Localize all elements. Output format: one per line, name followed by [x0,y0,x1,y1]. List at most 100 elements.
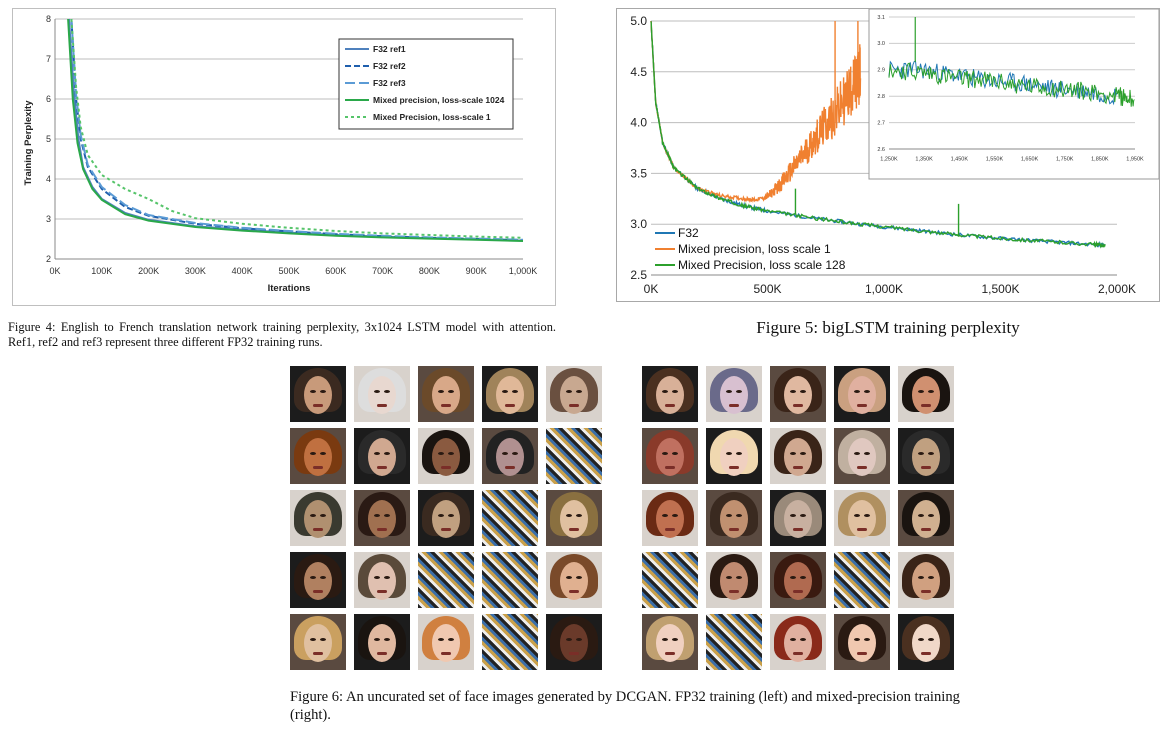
fp32-face-image [482,428,538,484]
fp32-face-image [290,428,346,484]
x-tick-label: 1,350K [915,157,933,163]
x-tick-label: 800K [419,266,440,276]
fp32-face-image [290,366,346,422]
x-tick-label: 0K [644,282,659,296]
mixed-precision-face-image [642,490,698,546]
x-tick-label: 1,850K [1091,157,1109,163]
figure-5-caption: Figure 5: bigLSTM training perplexity [756,318,1020,337]
y-tick-label: 4.5 [630,65,647,79]
legend-label: F32 ref3 [373,78,406,88]
mixed-precision-face-image [834,552,890,608]
x-tick-label: 300K [185,266,206,276]
fp32-face-image [482,490,538,546]
mixed-precision-face-image [770,428,826,484]
mixed-precision-face-image [642,552,698,608]
y-tick-label: 7 [46,54,51,64]
figure-5-chart: 2.5 3.0 3.5 4.0 4.5 5.0 0K 500K 1,000K 1,500K 2,00… [616,8,1160,302]
y-tick-label: 2.9 [877,68,885,74]
y-tick-label: 8 [46,14,51,24]
x-tick-label: 200K [138,266,159,276]
y-tick-label: 2.6 [877,147,885,153]
fp32-face-image [418,366,474,422]
x-tick-label: 100K [91,266,112,276]
mixed-precision-face-image [898,428,954,484]
legend-box [338,38,514,130]
y-tick-label: 2 [46,254,51,264]
fp32-face-image [482,552,538,608]
legend-label: F32 [678,226,699,240]
legend-label: Mixed Precision, loss scale 128 [678,258,846,272]
mixed-precision-face-image [706,552,762,608]
fp32-face-image [290,614,346,670]
mixed-precision-face-image [834,490,890,546]
x-tick-label: 1,550K [986,157,1004,163]
y-tick-label: 3 [46,214,51,224]
legend-label: Mixed precision, loss scale 1 [678,242,831,256]
y-tick-label: 3.1 [877,15,885,21]
figure-5-plot: 2.5 3.0 3.5 4.0 4.5 5.0 0K 500K 1,000K 1,500K 2,00… [630,8,1160,296]
legend-label: F32 ref2 [373,61,406,71]
x-tick-label: 500K [753,282,781,296]
series-line-2 [70,18,524,241]
mixed-precision-face-image [642,366,698,422]
y-tick-label: 2.5 [630,268,647,282]
fp32-face-image [546,552,602,608]
x-tick-label: 900K [466,266,487,276]
fp32-face-grid [290,366,602,670]
y-tick-label: 3.5 [630,166,647,180]
x-tick-label: 700K [372,266,393,276]
y-tick-label: 4 [46,174,51,184]
y-tick-label: 3.0 [877,41,885,47]
figure-6-caption: Figure 6: An uncurated set of face image… [290,689,960,723]
x-axis-title: Iterations [268,283,311,294]
fp32-face-image [290,490,346,546]
mixed-precision-face-image [898,552,954,608]
mixed-precision-face-image [834,366,890,422]
x-tick-label: 1,250K [880,157,898,163]
y-tick-label: 4.0 [630,116,647,130]
mixed-precision-face-image [642,614,698,670]
fp32-face-image [546,366,602,422]
y-tick-label: 2.7 [877,120,885,126]
mixed-precision-face-image [770,366,826,422]
fp32-face-image [546,428,602,484]
inset-plot: 2.6 2.7 2.8 2.9 3.0 3.1 1,250K 1,350K 1,450K 1,55… [877,15,1144,163]
mixed-precision-face-image [706,490,762,546]
mixed-precision-face-image [706,428,762,484]
y-tick-label: 2.8 [877,94,885,100]
mixed-precision-face-image [770,614,826,670]
x-tick-label: 1,000K [509,266,538,276]
x-tick-label: 500K [278,266,299,276]
fp32-face-image [418,552,474,608]
y-tick-label: 5.0 [630,14,647,28]
mixed-precision-face-image [834,614,890,670]
fp32-face-image [354,428,410,484]
legend-label: F32 ref1 [373,44,406,54]
mixed-precision-face-image [706,614,762,670]
x-tick-label: 1,950K [1126,157,1144,163]
fp32-face-image [546,614,602,670]
mixed-precision-face-image [706,366,762,422]
fp32-face-image [418,614,474,670]
fp32-face-image [354,490,410,546]
y-tick-label: 6 [46,94,51,104]
mixed-precision-face-grid [642,366,954,670]
mixed-precision-face-image [898,366,954,422]
x-tick-label: 1,750K [1056,157,1074,163]
series-line-1 [888,62,1135,107]
mixed-precision-face-image [770,490,826,546]
mixed-precision-face-image [770,552,826,608]
y-tick-label: 5 [46,134,51,144]
fp32-face-image [482,614,538,670]
legend-label: Mixed Precision, loss-scale 1 [373,112,491,122]
mixed-precision-face-image [642,428,698,484]
figure-4-chart: 2 3 4 5 6 7 8 0K 100K 200K 300K 400K 500K 600K 700K 800… [12,8,556,306]
mixed-precision-face-image [898,490,954,546]
x-tick-label: 1,000K [865,282,903,296]
series-line-4 [70,18,524,239]
legend-label: Mixed precision, loss-scale 1024 [373,95,505,105]
x-tick-label: 0K [49,266,60,276]
y-axis-title: Training Perplexity [23,100,34,186]
x-tick-label: 1,450K [951,157,969,163]
fp32-face-image [546,490,602,546]
